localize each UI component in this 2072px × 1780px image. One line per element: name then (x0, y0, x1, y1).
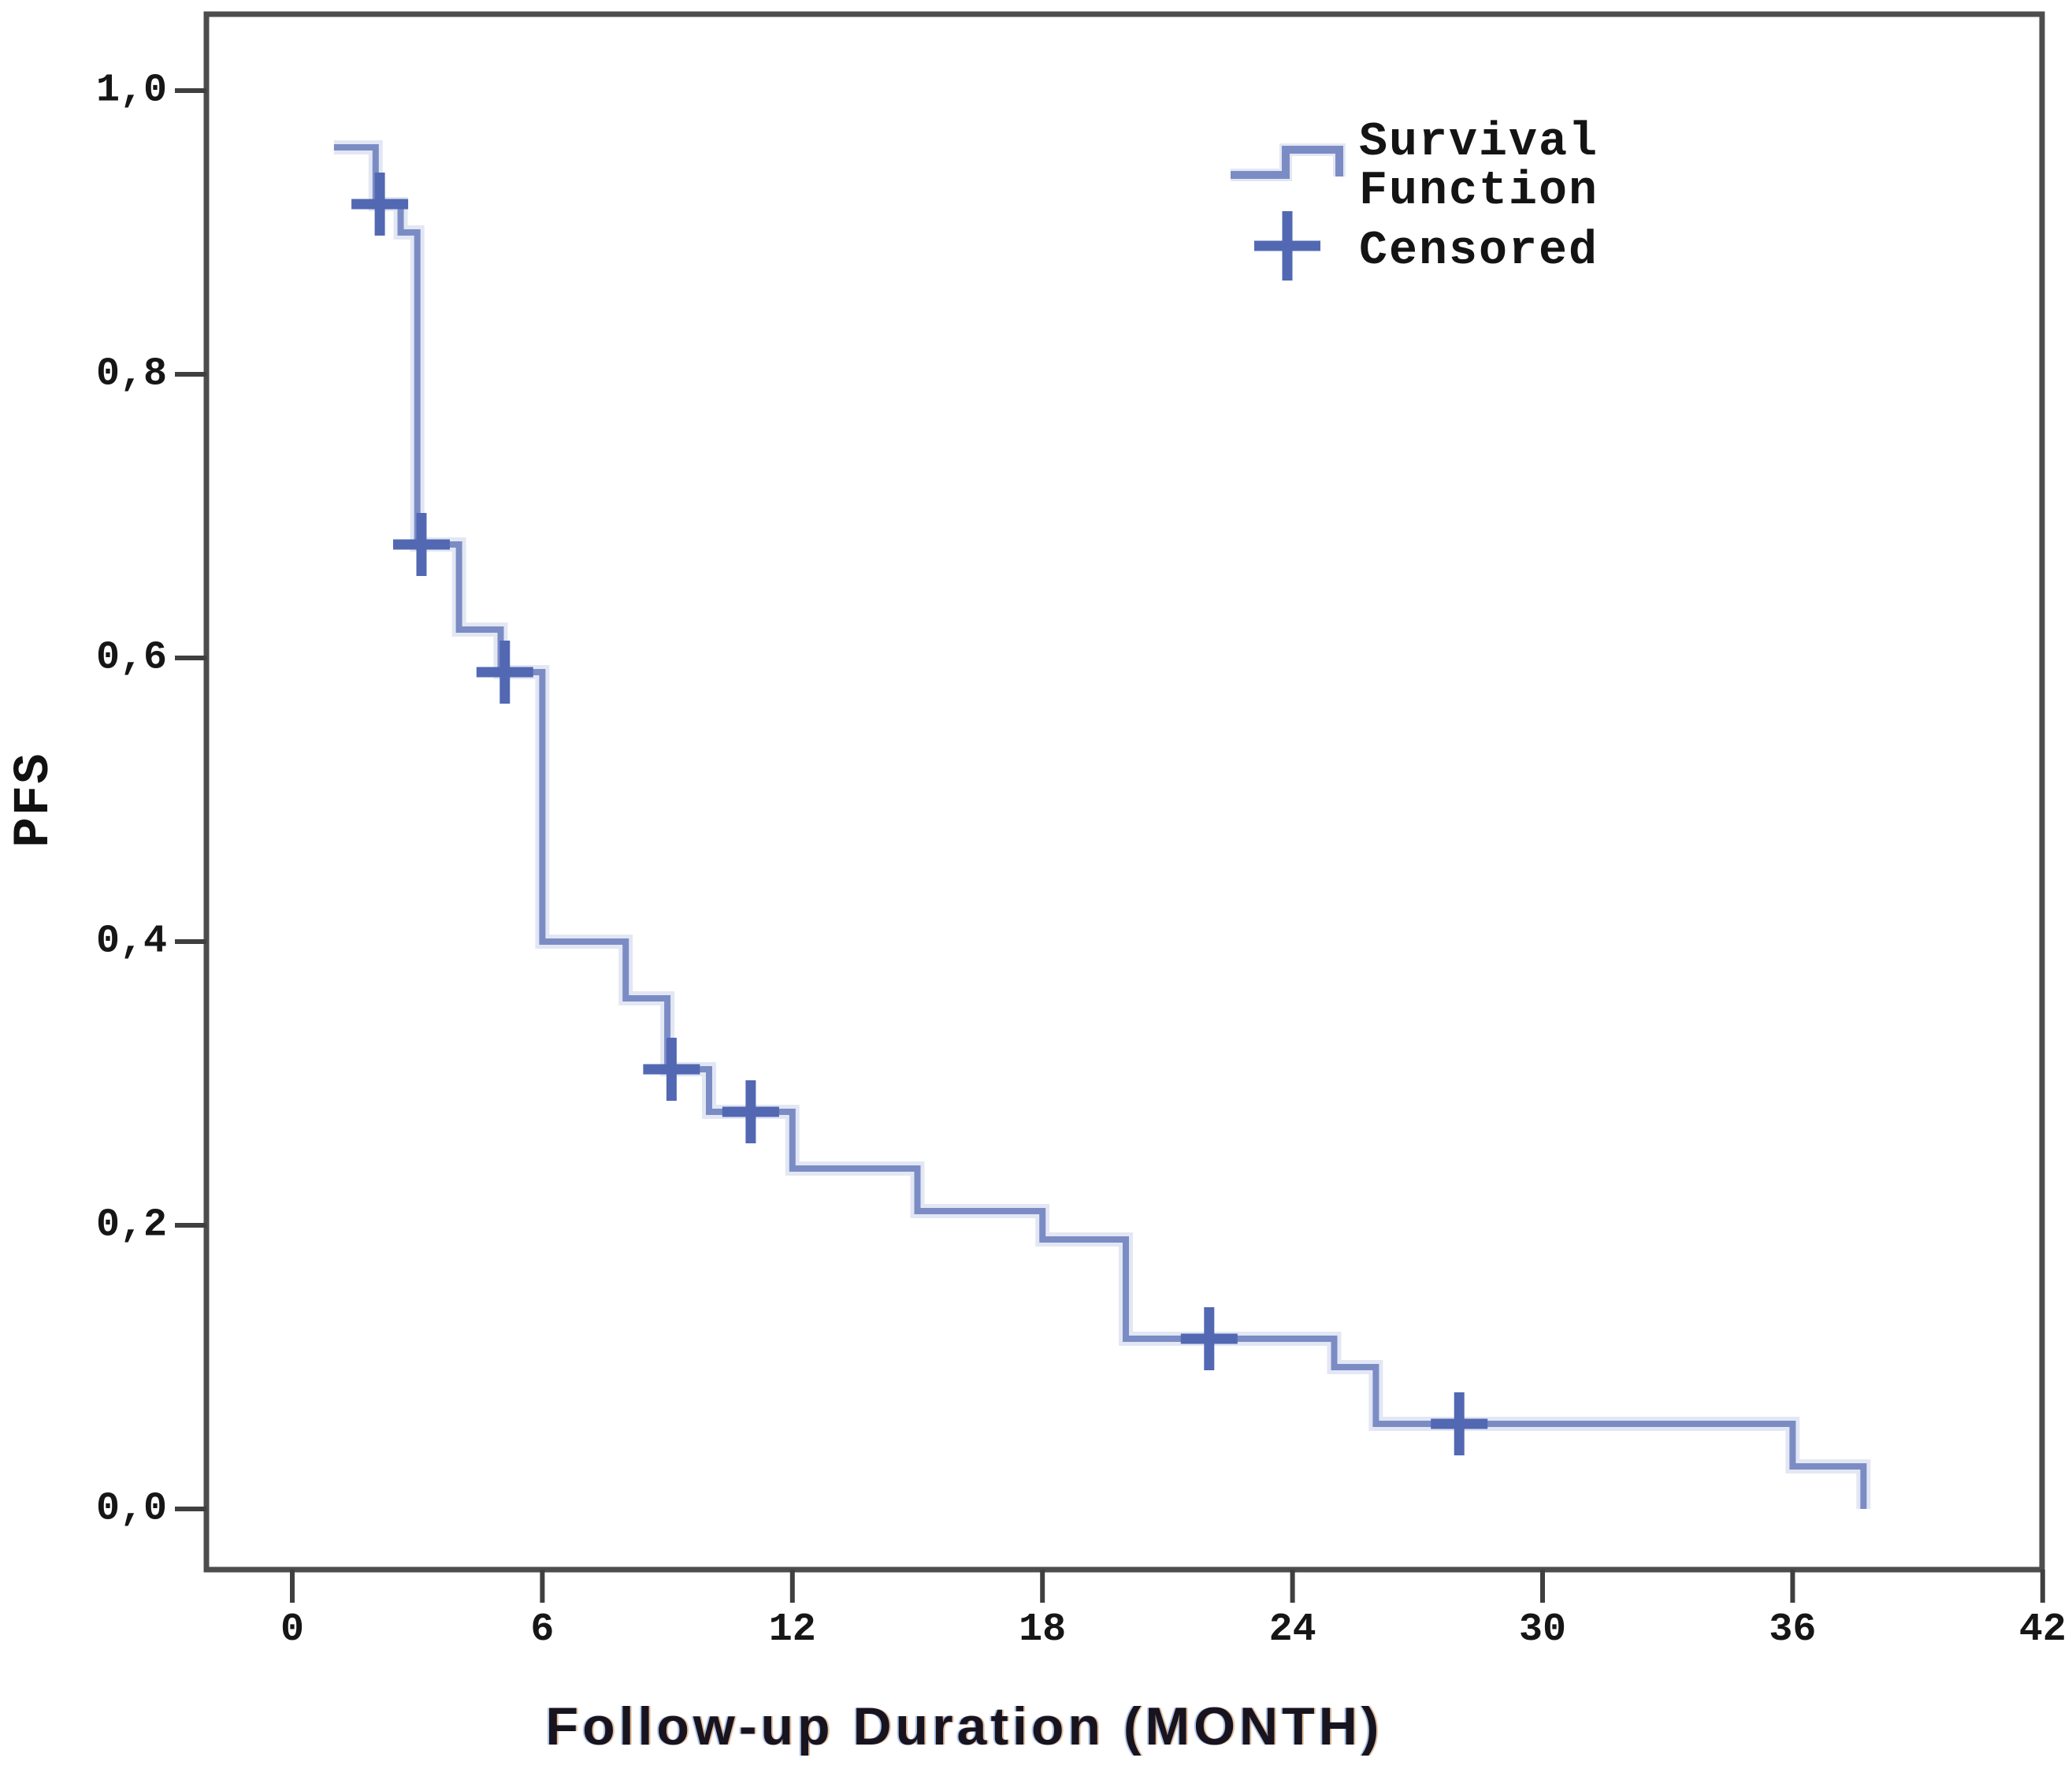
x-tick-label: 12 (768, 1607, 816, 1652)
y-axis-title: PFS (6, 752, 63, 848)
x-tick-label: 6 (530, 1607, 555, 1652)
legend-label-censored: Censored (1359, 225, 1599, 278)
x-tick-label: 0 (280, 1607, 305, 1652)
x-tick-label: 30 (1518, 1607, 1567, 1652)
y-tick-label: 0,4 (95, 919, 167, 964)
x-tick-label: 36 (1769, 1607, 1817, 1652)
y-tick-label: 0,8 (95, 351, 167, 397)
x-tick-label: 42 (2018, 1607, 2066, 1652)
y-tick-label: 1,0 (95, 68, 167, 113)
plot-box (203, 11, 2045, 1573)
legend-label-survival-function: Survival Function (1359, 116, 1599, 218)
x-tick-label: 24 (1268, 1607, 1316, 1652)
legend-step-symbol (1231, 146, 1343, 179)
x-axis-title: Follow-up Duration (MONTH) (545, 1696, 1383, 1756)
y-tick-label: 0,0 (95, 1486, 167, 1532)
y-tick-label: 0,6 (95, 635, 167, 681)
x-tick-label: 18 (1019, 1607, 1067, 1652)
y-tick-label: 0,2 (95, 1202, 167, 1248)
survival-curve (333, 144, 1867, 1509)
survival-curve-halo (333, 140, 1871, 1509)
